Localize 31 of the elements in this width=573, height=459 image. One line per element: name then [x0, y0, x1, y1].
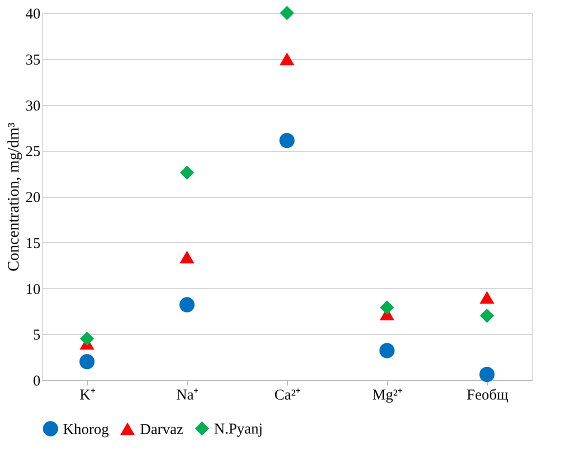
point [480, 291, 494, 304]
y-tick-label: 20 [26, 190, 40, 206]
point [279, 132, 295, 148]
x-tick-label: Na⁺ [176, 388, 199, 404]
point [79, 354, 95, 370]
y-tick-label: 40 [26, 6, 40, 22]
point [379, 343, 395, 358]
point [380, 300, 394, 315]
y-axis-title: Concentration, mg/dm³ [6, 122, 22, 272]
point [280, 6, 294, 20]
y-tick-label: 35 [26, 52, 40, 68]
y-tick-label: 25 [26, 144, 40, 160]
point [479, 366, 495, 382]
x-tick-label: Mg²⁺ [372, 388, 403, 404]
point [180, 250, 194, 264]
x-tick-label: Ca²⁺ [274, 388, 301, 404]
x-tick-label: Feобщ [466, 388, 509, 404]
point [80, 332, 94, 346]
legend-label: N.Pyanj [214, 422, 263, 438]
y-tick-label: 10 [26, 282, 40, 298]
point [180, 166, 194, 180]
legend-label: Khorog [63, 422, 110, 438]
point [280, 52, 294, 66]
point [179, 297, 195, 312]
y-tick-label: 15 [26, 236, 40, 252]
legend-label: Darvaz [140, 422, 184, 438]
point [480, 308, 494, 323]
y-tick-label: 30 [26, 98, 40, 114]
y-tick-label: 5 [33, 328, 40, 344]
x-tick-label: K⁺ [80, 388, 96, 404]
y-tick-label: 0 [33, 374, 40, 390]
